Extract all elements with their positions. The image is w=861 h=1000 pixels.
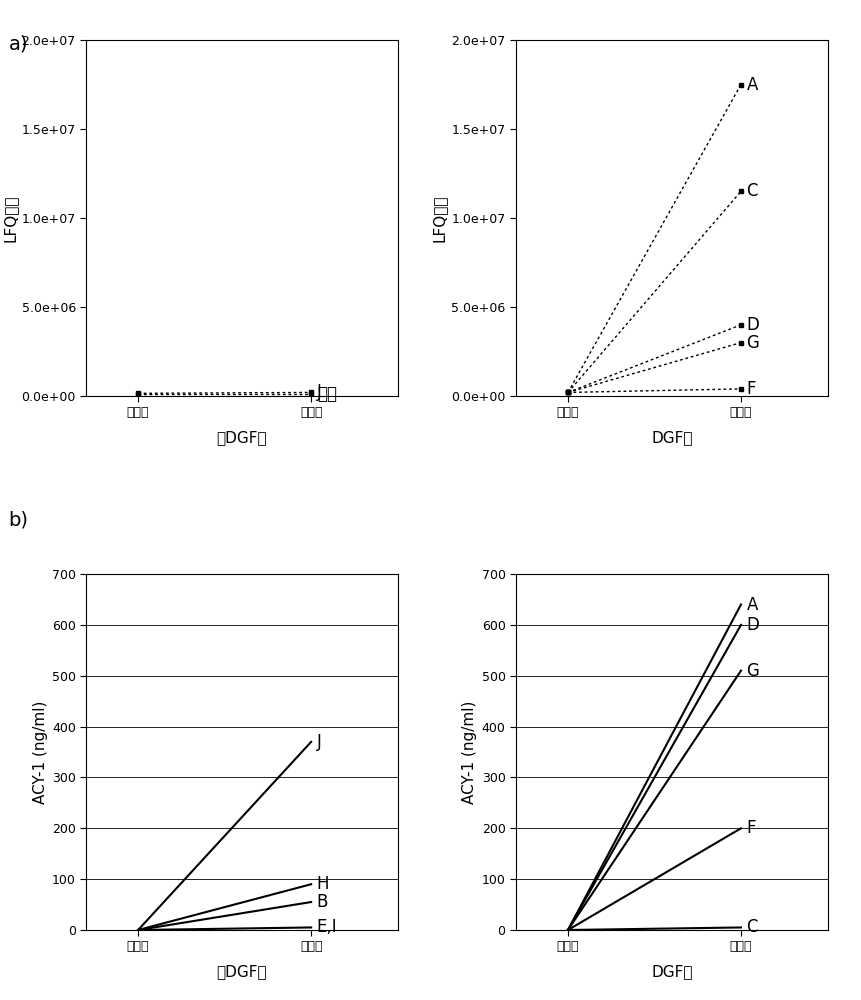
Text: G: G xyxy=(746,334,759,352)
Text: H: H xyxy=(316,875,329,893)
X-axis label: 非DGF组: 非DGF组 xyxy=(216,965,267,980)
Text: A: A xyxy=(746,596,757,614)
Y-axis label: ACY-1 (ng/ml): ACY-1 (ng/ml) xyxy=(461,700,477,804)
X-axis label: DGF组: DGF组 xyxy=(650,965,691,980)
X-axis label: 非DGF组: 非DGF组 xyxy=(216,431,267,446)
Text: A: A xyxy=(746,76,757,94)
Y-axis label: ACY-1 (ng/ml): ACY-1 (ng/ml) xyxy=(33,700,47,804)
Text: b): b) xyxy=(9,510,28,529)
Text: E,I: E,I xyxy=(316,918,337,936)
Text: 其他: 其他 xyxy=(316,385,337,403)
Text: C: C xyxy=(746,918,757,936)
Text: F: F xyxy=(746,819,755,837)
Text: B: B xyxy=(316,893,328,911)
Text: D: D xyxy=(746,616,759,634)
Text: a): a) xyxy=(9,35,28,54)
Text: G: G xyxy=(746,662,759,680)
Y-axis label: LFQ强度: LFQ强度 xyxy=(3,194,17,242)
Text: J: J xyxy=(316,733,321,751)
X-axis label: DGF组: DGF组 xyxy=(650,431,691,446)
Text: F: F xyxy=(746,380,755,398)
Text: D: D xyxy=(746,316,759,334)
Y-axis label: LFQ强度: LFQ强度 xyxy=(431,194,447,242)
Text: C: C xyxy=(746,182,757,200)
Text: J: J xyxy=(316,383,321,401)
